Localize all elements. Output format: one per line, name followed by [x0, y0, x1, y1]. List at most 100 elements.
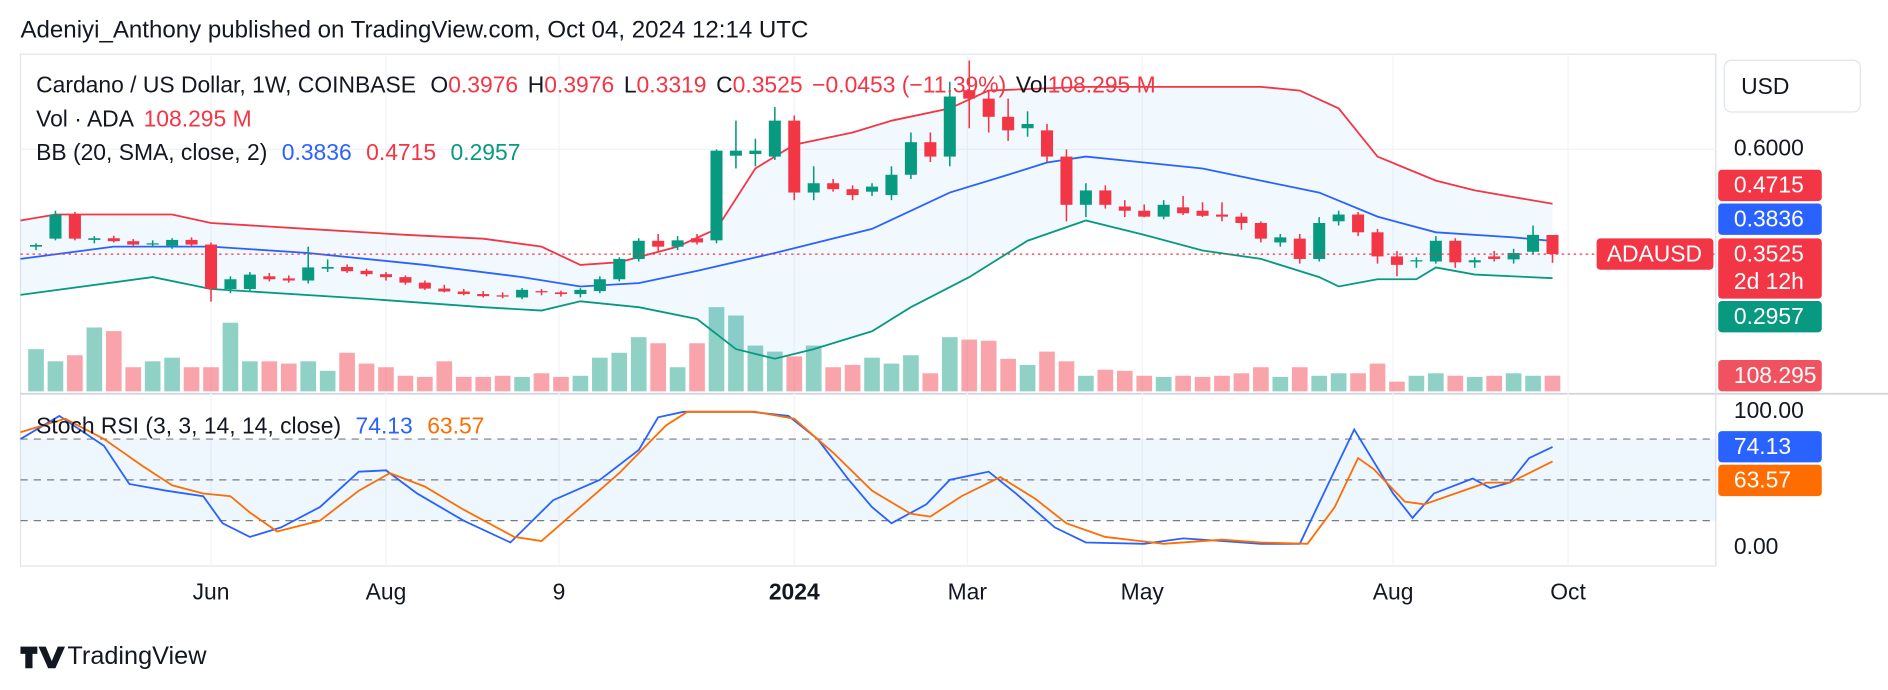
candle-body	[204, 244, 218, 289]
volume-bar	[766, 351, 783, 392]
volume-legend: Vol · ADA 108.295 M	[36, 105, 252, 131]
candle-body	[243, 274, 256, 289]
candle-body	[1332, 214, 1345, 222]
candle-body	[574, 289, 587, 295]
candle-body	[1527, 234, 1540, 252]
volume-bar	[86, 327, 103, 392]
candle-body	[321, 266, 334, 269]
x-tick-label: May	[1121, 579, 1165, 605]
candle-body	[1040, 130, 1054, 157]
candle-body	[1488, 256, 1501, 259]
volume-bar	[397, 375, 414, 392]
candle-body	[554, 292, 567, 295]
volume-bar	[222, 322, 239, 392]
currency-button[interactable]	[1723, 59, 1861, 113]
candle-body	[379, 274, 393, 278]
volume-bar	[455, 376, 472, 392]
candle-body	[30, 244, 43, 247]
candle-body	[963, 90, 976, 99]
ohlc-value: 0.3525	[733, 72, 803, 98]
candle-body	[671, 240, 684, 247]
volume-bar	[630, 337, 647, 392]
bb-basis-value: 0.3836	[282, 139, 352, 165]
candle-body	[166, 239, 179, 246]
volume-bar	[125, 367, 142, 392]
vol-letter: Vol	[1016, 72, 1048, 98]
publish-header: Adeniyi_Anthony published on TradingView…	[20, 17, 808, 44]
bb-tag-box	[1718, 301, 1822, 333]
candle-body	[1138, 210, 1151, 217]
candle-body	[866, 186, 879, 192]
volume-bar	[203, 367, 219, 392]
volume-bar	[417, 376, 433, 392]
currency-label[interactable]: USD	[1741, 73, 1789, 99]
candle-body	[827, 183, 840, 190]
last-price-box	[1718, 238, 1822, 299]
volume-bar	[747, 345, 764, 392]
candle-body	[418, 282, 431, 289]
volume-bar	[805, 345, 822, 392]
bb-fill	[20, 86, 1553, 359]
candle-body	[768, 120, 781, 157]
candle-body	[457, 291, 470, 295]
volume-bar	[1466, 376, 1483, 392]
candle-body	[1254, 222, 1267, 239]
last-price-label: 0.3525	[1734, 240, 1804, 266]
volume-bar	[164, 357, 180, 392]
candle-body	[477, 294, 490, 297]
volume-bar	[319, 370, 336, 392]
candle-body	[263, 276, 276, 280]
volume-bar	[514, 376, 530, 392]
brand-icon	[20, 646, 66, 669]
symbol-title: Cardano / US Dollar, 1W, COINBASE	[36, 72, 416, 98]
candle-body	[282, 278, 295, 281]
bb-tag: 0.4715	[1734, 172, 1804, 198]
volume-bar	[611, 352, 628, 392]
volume-bar	[883, 363, 900, 392]
candle-body	[224, 279, 237, 289]
candle-body	[302, 267, 315, 281]
ohlc-value: 0.3319	[637, 72, 707, 98]
volume-bar	[1155, 376, 1172, 392]
candle-body	[516, 289, 529, 298]
candle-body	[1002, 116, 1015, 131]
volume-bar	[261, 361, 278, 392]
symbol-tag-box	[1596, 238, 1714, 270]
candle-body	[1371, 232, 1384, 257]
bb-line	[20, 155, 1553, 288]
x-tick-label: Aug	[366, 579, 407, 605]
ohlc-value: 0.3976	[544, 72, 614, 98]
volume-bar	[1136, 375, 1153, 392]
candle-body	[1468, 260, 1481, 263]
volume-bar	[67, 355, 83, 392]
x-tick-label: 2024	[769, 579, 820, 605]
bb-tag: 0.2957	[1734, 303, 1804, 329]
volume-bar	[494, 375, 511, 392]
candle-body	[107, 238, 120, 242]
candle-body	[904, 142, 917, 175]
candle-body	[496, 295, 509, 297]
volume-bar	[941, 337, 958, 392]
candle-body	[49, 214, 62, 239]
volume-bar	[1039, 351, 1055, 392]
volume-bar	[1525, 375, 1541, 392]
volume-bar	[1233, 373, 1250, 392]
brand-logo: TradingView	[20, 642, 207, 670]
volume-title: Vol · ADA	[36, 105, 135, 131]
candle-body	[88, 238, 101, 240]
candle-body	[185, 239, 198, 245]
volume-bar	[28, 349, 44, 392]
volume-bar	[300, 361, 317, 392]
volume-bar	[1000, 358, 1016, 392]
candle-body	[535, 291, 548, 293]
volume-bar	[669, 367, 686, 392]
candle-body	[399, 277, 412, 283]
volume-bar	[1330, 373, 1347, 392]
stoch-tick-label: 0.00	[1734, 533, 1779, 559]
volume-tag-box	[1718, 360, 1822, 392]
ohlc-value: 0.3976	[448, 72, 518, 98]
candle-body	[1196, 210, 1209, 216]
x-tick-label: Aug	[1373, 579, 1414, 605]
